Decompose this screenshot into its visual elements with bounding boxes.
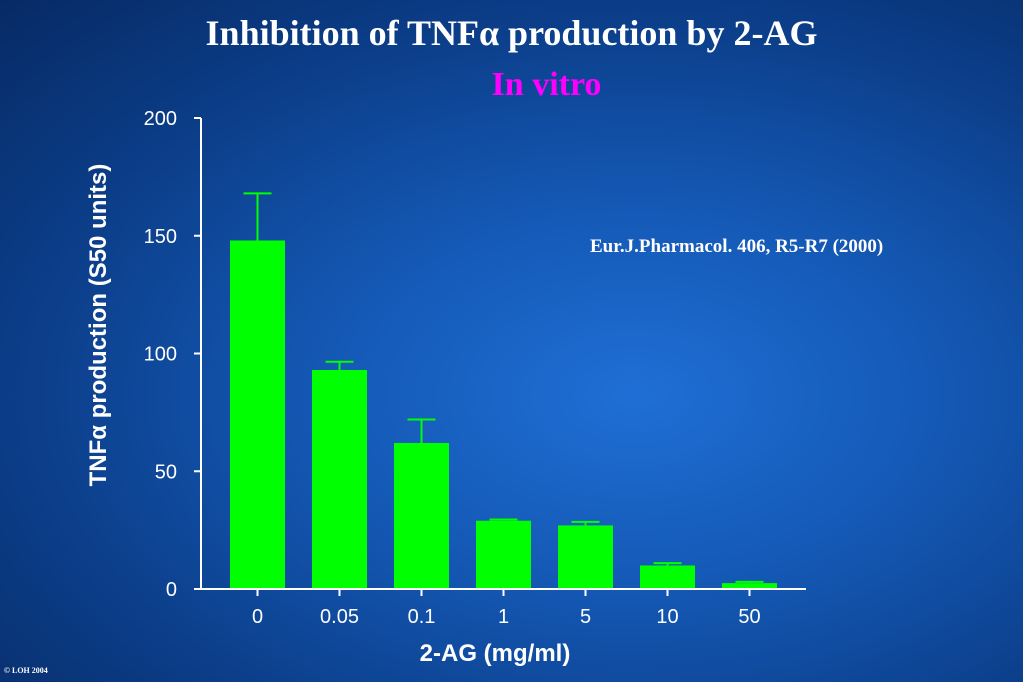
x-ticks-layer: 0 0.05 0.1 1 5 10 50 (252, 589, 761, 628)
copyright-footer: © LOH 2004 (4, 666, 48, 675)
bar-5 (558, 525, 613, 589)
bar-0.05 (312, 369, 367, 589)
citation-text: Eur.J.Pharmacol. 406, R5-R7 (2000) (590, 236, 884, 257)
y-axis-title: TNFα production (S50 units) (85, 164, 112, 487)
x-axis-title: 2-AG (mg/ml) (420, 640, 571, 667)
slide-title: Inhibition of TNFα production by 2-AG (205, 13, 818, 53)
x-tick-label: 0.1 (408, 606, 436, 628)
x-tick-label: 0.05 (320, 606, 359, 628)
y-tick-label: 50 (155, 461, 177, 483)
x-tick-label: 0 (252, 606, 263, 628)
y-tick-label: 0 (166, 579, 177, 601)
slide-subtitle: In vitro (491, 66, 602, 103)
y-ticks-layer: 0 50 100 150 200 (144, 108, 201, 601)
x-tick-label: 5 (580, 606, 591, 628)
x-tick-label: 50 (738, 606, 760, 628)
bars-layer (230, 240, 777, 589)
bar-1 (476, 520, 531, 589)
bar-10 (640, 565, 695, 589)
y-tick-label: 100 (144, 344, 177, 366)
bar-0.1 (394, 442, 449, 589)
axes-layer (200, 118, 806, 590)
error-bars-layer (243, 192, 764, 584)
x-tick-label: 10 (656, 606, 678, 628)
bar-50 (722, 583, 777, 589)
y-tick-label: 150 (144, 226, 177, 248)
x-tick-label: 1 (498, 606, 509, 628)
bar-0 (230, 240, 285, 589)
y-tick-label: 200 (144, 108, 177, 130)
